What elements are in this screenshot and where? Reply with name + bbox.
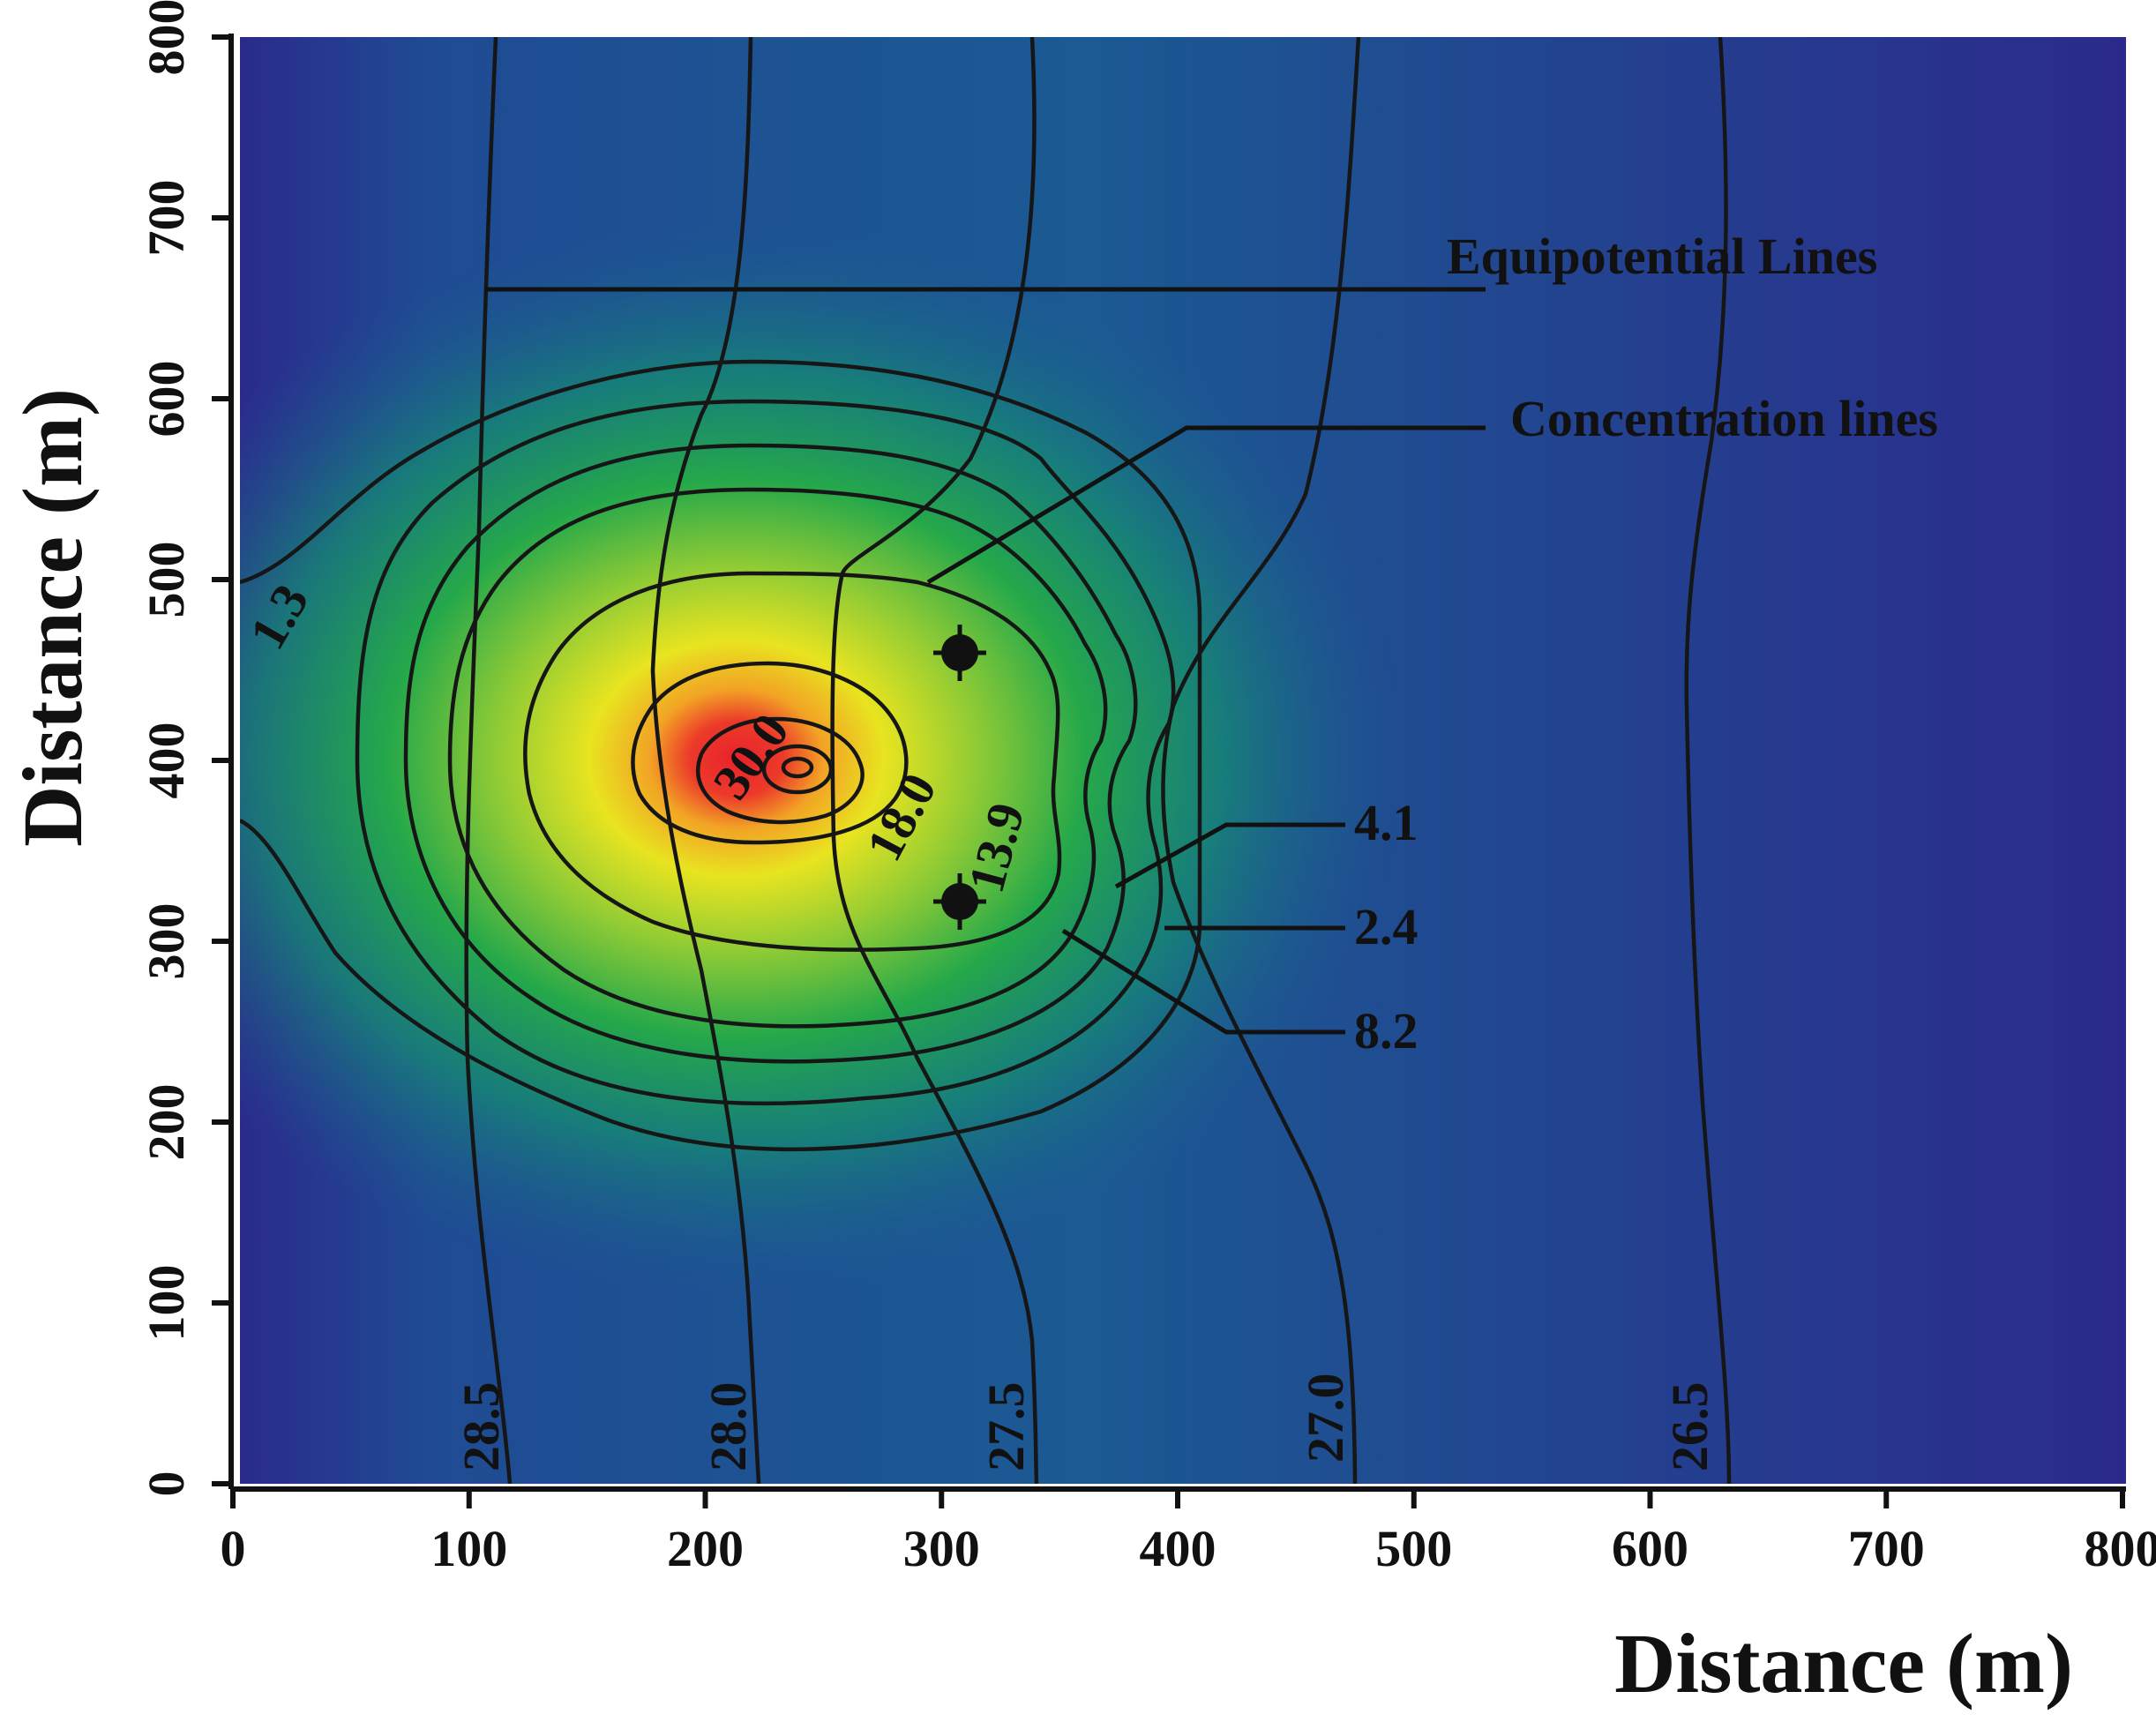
x-tick-label: 500 xyxy=(1375,1520,1452,1577)
callout-label-2-4: 2.4 xyxy=(1354,898,1419,955)
x-tick-label: 700 xyxy=(1848,1520,1925,1577)
plot-area: 1.3 30.0 18.0 13.9 28.5 28.0 27.5 27.0 2… xyxy=(240,37,2126,1484)
y-tick-label: 400 xyxy=(138,722,195,799)
y-tick-label: 300 xyxy=(138,903,195,980)
concentration-line-1-3 xyxy=(240,359,1202,1152)
equipotential-annotation: Equipotential Lines xyxy=(1447,228,1877,285)
equipotential-line-28-5 xyxy=(464,37,513,1484)
concentration-leader-line xyxy=(926,425,1486,585)
concentration-line-peak-inner xyxy=(781,756,814,779)
concentration-contours xyxy=(240,359,1202,1152)
y-axis-title: Distance (m) xyxy=(5,388,100,847)
leader-8-2 xyxy=(1061,928,1345,1035)
plume-field xyxy=(240,37,2126,1484)
callout-label-4-1: 4.1 xyxy=(1354,794,1419,851)
contour-label-28-0: 28.0 xyxy=(700,1382,757,1472)
contour-label-26-5: 26.5 xyxy=(1661,1382,1718,1472)
x-axis-title: Distance (m) xyxy=(1614,1616,2073,1710)
y-tick-label: 100 xyxy=(138,1265,195,1342)
x-tick-label: 100 xyxy=(430,1520,507,1577)
x-tick-label: 800 xyxy=(2085,1520,2156,1577)
concentration-annotation: Concentration lines xyxy=(1510,390,1938,447)
concentration-line-13-9 xyxy=(523,571,1062,952)
contour-label-27-0: 27.0 xyxy=(1297,1373,1354,1463)
equipotential-line-26-5 xyxy=(1684,37,1732,1484)
well-marker-lower xyxy=(933,873,986,930)
equipotential-line-27-5 xyxy=(830,37,1039,1484)
x-tick-label: 200 xyxy=(667,1520,744,1577)
y-tick-label: 500 xyxy=(138,542,195,618)
y-tick-label: 0 xyxy=(138,1471,195,1497)
concentration-line-18-0 xyxy=(631,661,909,845)
x-tick-label: 600 xyxy=(1612,1520,1688,1577)
y-axis-ticks: 0 100 200 300 400 500 600 700 800 xyxy=(138,0,231,1497)
y-tick-label: 600 xyxy=(138,361,195,438)
concentration-line-8-2 xyxy=(447,487,1108,1029)
x-tick-label: 300 xyxy=(903,1520,980,1577)
wells xyxy=(933,625,986,930)
x-axis-ticks: 0 100 200 300 400 500 600 700 800 xyxy=(221,1489,2156,1577)
y-tick-label: 200 xyxy=(138,1084,195,1161)
concentration-line-30-0 xyxy=(696,716,865,825)
callout-label-8-2: 8.2 xyxy=(1354,1002,1419,1059)
equipotential-lines xyxy=(464,37,1732,1484)
concentration-line-4-1 xyxy=(403,443,1138,1064)
contour-label-27-5: 27.5 xyxy=(977,1382,1035,1472)
contour-label-28-5: 28.5 xyxy=(453,1382,510,1472)
equipotential-line-27-0 xyxy=(1161,37,1361,1484)
y-tick-label: 800 xyxy=(138,0,195,76)
leader-4-1 xyxy=(1114,822,1345,889)
leader-lines xyxy=(485,287,1486,1035)
y-tick-label: 700 xyxy=(138,180,195,257)
x-tick-label: 400 xyxy=(1140,1520,1216,1577)
equipotential-line-28-0 xyxy=(650,37,761,1484)
concentration-line-2-4 xyxy=(355,399,1176,1106)
x-tick-label: 0 xyxy=(221,1520,246,1577)
well-marker-upper xyxy=(933,625,986,681)
